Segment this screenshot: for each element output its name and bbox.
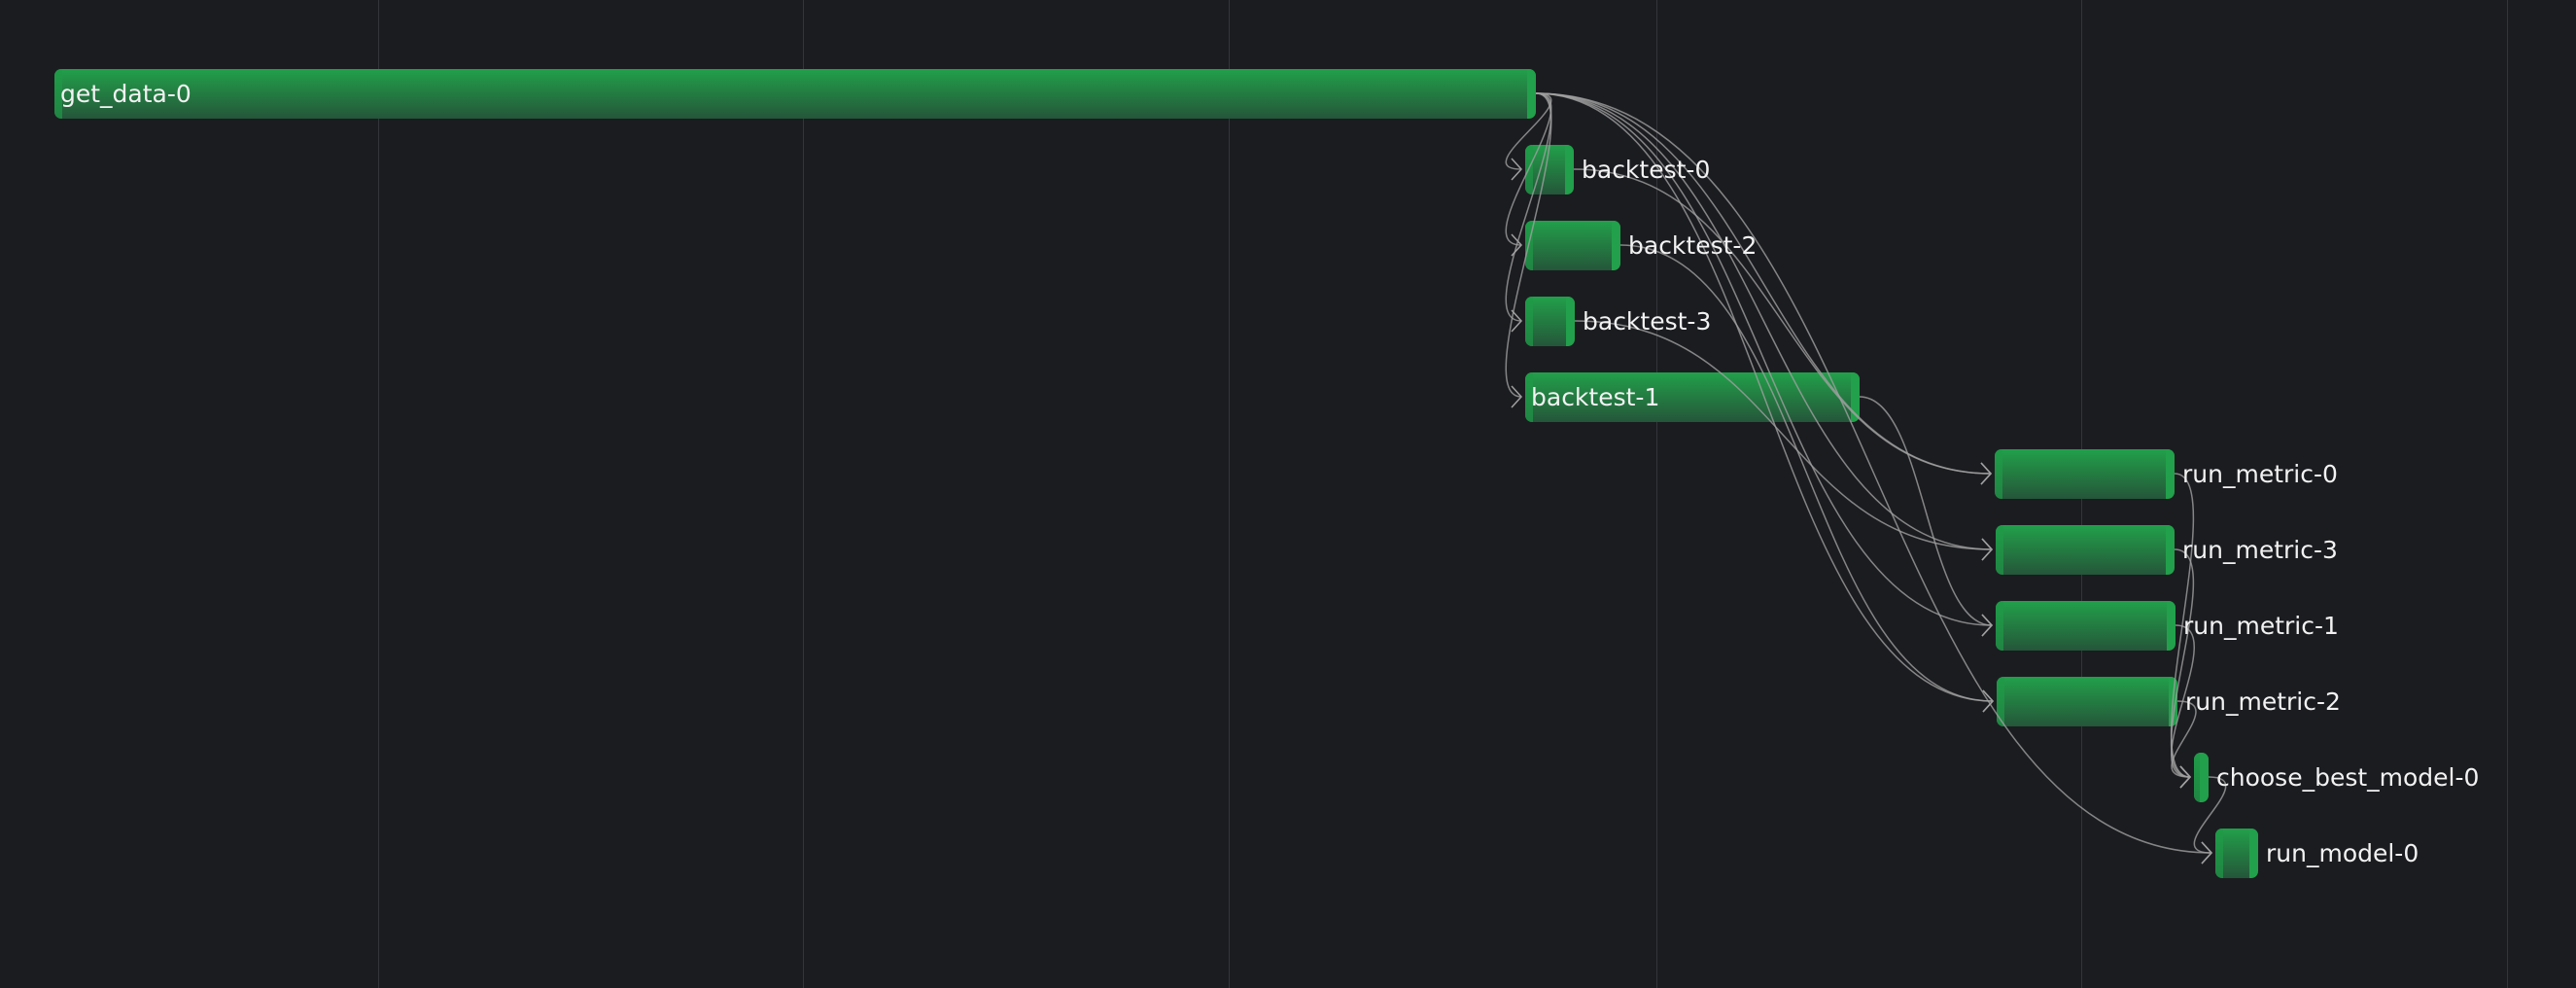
task-label: backtest-3 [1583,307,1712,335]
task-bar[interactable] [1525,221,1620,270]
task-bar[interactable] [1997,677,2177,726]
task-label: backtest-1 [1531,383,1660,411]
arrowhead-icon [1981,614,1994,637]
task-bar[interactable] [1525,297,1575,346]
task-bar[interactable] [1996,525,2175,575]
arrowhead-icon [2201,841,2213,864]
task-label: backtest-2 [1628,231,1758,260]
task-bar[interactable] [2194,753,2209,802]
arrowhead-icon [2179,765,2192,789]
dependency-edge [1505,92,1552,322]
task-label: run_metric-0 [2182,460,2338,488]
task-bar[interactable] [1525,145,1574,194]
arrowhead-icon [1511,309,1523,333]
task-label: backtest-0 [1582,156,1711,184]
arrowhead-icon [2179,765,2192,789]
task-label: run_metric-1 [2183,612,2339,640]
arrowhead-icon [1981,614,1994,637]
gridline [1229,0,1230,988]
arrowhead-icon [2179,765,2192,789]
task-bar[interactable] [54,69,1536,119]
task-label: get_data-0 [60,80,191,108]
arrowhead-icon [1511,233,1523,257]
gridline [803,0,804,988]
dependency-edge [1859,396,1993,626]
arrowhead-icon [1511,158,1523,181]
task-bar[interactable] [1996,601,2176,651]
arrowhead-icon [1982,689,1995,713]
dependency-edge [2170,548,2195,778]
task-label: run_model-0 [2266,839,2419,867]
arrowhead-icon [1981,538,1994,561]
arrowhead-icon [1980,462,1993,485]
task-label: run_metric-2 [2185,688,2341,716]
task-bar[interactable] [2215,829,2258,878]
dependency-edge [1574,320,1993,550]
arrowhead-icon [2201,841,2213,864]
task-bar[interactable] [1995,449,2175,499]
gridline [2507,0,2508,988]
task-label: run_metric-3 [2182,536,2338,564]
gridline [378,0,379,988]
arrowhead-icon [1982,689,1995,713]
arrowhead-icon [2179,765,2192,789]
arrowhead-icon [1981,538,1994,561]
arrowhead-icon [1980,462,1993,485]
task-label: choose_best_model-0 [2216,763,2480,792]
arrowhead-icon [1511,385,1523,408]
